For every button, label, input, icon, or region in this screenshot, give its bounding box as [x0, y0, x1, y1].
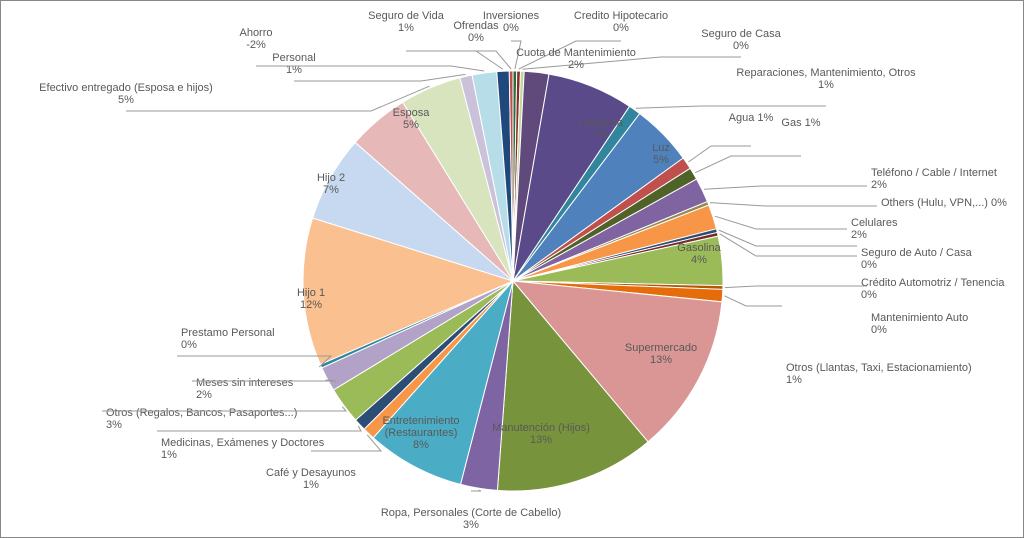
pie-slice-label: Hijo 112% [297, 287, 325, 311]
leader-line [695, 156, 801, 173]
leader-line [725, 286, 867, 288]
leader-line [704, 186, 867, 189]
pie-slice-label: Personal1% [272, 52, 315, 76]
pie-slice-label: Cuota de Mantenimiento2% [516, 47, 636, 71]
pie-chart: Inversiones0%Credito Hipotecario0%Seguro… [0, 0, 1024, 538]
pie-slice-label: Celulares2% [851, 217, 898, 241]
pie-slice-label: Ofrendas0% [453, 20, 499, 44]
pie-slice-label: Otros (Llantas, Taxi, Estacionamiento)1% [786, 362, 972, 386]
pie-slice-label: Seguro de Casa0% [701, 28, 781, 52]
pie-chart-svg: Inversiones0%Credito Hipotecario0%Seguro… [1, 1, 1024, 538]
leader-line [720, 234, 857, 256]
leader-line [157, 426, 361, 431]
leader-line [724, 296, 782, 306]
pie-slice-label: Seguro de Auto / Casa0% [861, 247, 973, 271]
leader-line [710, 203, 877, 206]
pie-slice-label: Seguro de Vida1% [368, 10, 445, 34]
pie-slice-label: Agua 1% [729, 112, 774, 124]
pie-slice-label: Teléfono / Cable / Internet2% [871, 167, 997, 191]
pie-slice-label: Ahorro-2% [239, 27, 272, 51]
pie-slice-label: Mantenimiento Auto0% [871, 312, 968, 336]
leader-line [715, 216, 847, 229]
leader-line [177, 356, 331, 367]
pie-slice-label: Reparaciones, Mantenimiento, Otros1% [736, 67, 916, 91]
leader-line [688, 146, 751, 162]
pie-slice-label: Prestamo Personal0% [181, 327, 275, 351]
pie-slice-label: Ropa, Personales (Corte de Cabello)3% [381, 507, 561, 531]
pie-slice-label: Efectivo entregado (Esposa e hijos)5% [39, 82, 213, 106]
pie-slice-label: Credito Hipotecario0% [574, 10, 668, 34]
pie-slice-label: Others (Hulu, VPN,...) 0% [881, 197, 1007, 209]
pie-slice-label: Café y Desayunos1% [266, 467, 356, 491]
pie-slice-label: Crédito Automotriz / Tenencia0% [861, 277, 1005, 301]
leader-line [719, 230, 857, 246]
leader-line [476, 51, 511, 69]
leader-line [471, 490, 481, 491]
leader-line [636, 106, 826, 108]
pie-slice-label: Medicinas, Exámenes y Doctores1% [161, 437, 325, 461]
pie-slice-label: Gas 1% [781, 117, 820, 129]
leader-line [294, 74, 466, 81]
pie-slice-label: Luz5% [652, 142, 670, 166]
